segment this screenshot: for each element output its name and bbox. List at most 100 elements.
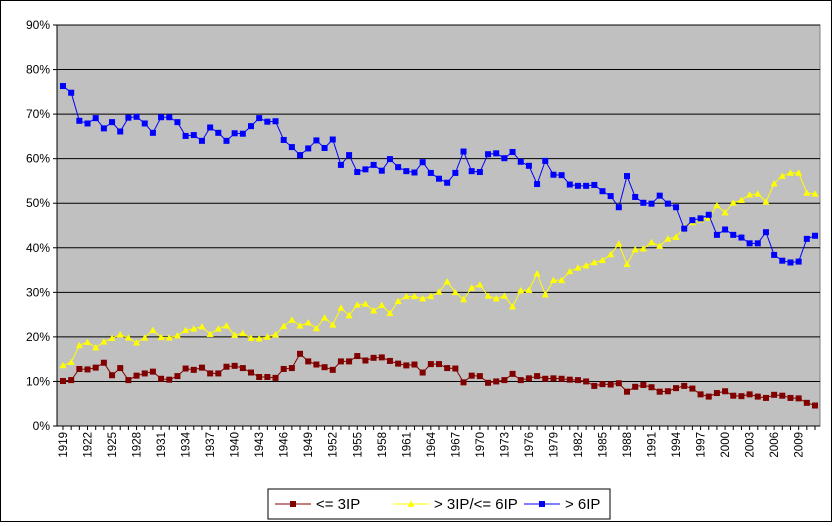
x-tick-label: 1979 bbox=[548, 432, 560, 458]
data-point bbox=[386, 156, 393, 163]
data-point bbox=[329, 321, 337, 328]
data-point bbox=[125, 377, 132, 384]
data-point bbox=[362, 357, 369, 364]
data-point bbox=[313, 361, 320, 368]
data-point bbox=[762, 394, 769, 401]
data-point bbox=[297, 152, 304, 159]
data-point bbox=[549, 276, 558, 284]
data-point bbox=[746, 391, 753, 398]
data-point bbox=[321, 364, 328, 371]
data-point bbox=[615, 240, 623, 247]
data-point bbox=[109, 119, 116, 126]
data-point bbox=[591, 181, 598, 188]
data-point bbox=[100, 125, 107, 132]
y-tick-label: 60% bbox=[26, 152, 50, 166]
data-point bbox=[296, 322, 304, 329]
data-point bbox=[124, 334, 133, 341]
x-tick-label: 2006 bbox=[769, 432, 781, 458]
data-point bbox=[353, 301, 361, 308]
data-point bbox=[256, 373, 263, 380]
data-point bbox=[485, 379, 492, 386]
data-point bbox=[811, 190, 819, 197]
data-point bbox=[190, 366, 197, 373]
data-point bbox=[778, 172, 786, 179]
data-point bbox=[444, 365, 451, 372]
data-point bbox=[517, 286, 525, 294]
data-point bbox=[591, 382, 598, 389]
x-tick-label: 1994 bbox=[671, 431, 683, 457]
data-point bbox=[427, 361, 434, 368]
data-point bbox=[280, 322, 288, 330]
data-point bbox=[722, 226, 729, 233]
data-point bbox=[304, 318, 312, 326]
data-point bbox=[534, 373, 541, 380]
data-point bbox=[395, 360, 402, 367]
data-point bbox=[631, 245, 639, 253]
data-point bbox=[525, 162, 532, 169]
x-tick-label: 1973 bbox=[499, 432, 511, 458]
y-tick-label: 20% bbox=[26, 330, 50, 344]
data-point bbox=[713, 390, 720, 397]
data-point bbox=[297, 350, 304, 357]
data-point bbox=[632, 383, 639, 390]
x-tick-label: 1928 bbox=[132, 432, 144, 458]
data-point bbox=[419, 369, 426, 376]
data-point bbox=[141, 334, 149, 341]
data-point bbox=[198, 322, 206, 330]
data-point bbox=[206, 330, 214, 338]
data-point bbox=[558, 172, 565, 179]
y-tick-label: 80% bbox=[26, 63, 50, 77]
data-point bbox=[207, 370, 214, 377]
x-tick-label: 2003 bbox=[745, 432, 757, 458]
data-point bbox=[83, 338, 92, 346]
data-point bbox=[722, 388, 729, 395]
data-point bbox=[501, 377, 508, 384]
y-tick-label: 40% bbox=[26, 241, 50, 255]
data-point bbox=[173, 331, 182, 339]
data-point bbox=[369, 306, 378, 314]
data-point bbox=[762, 229, 769, 236]
data-point bbox=[320, 314, 329, 321]
data-point bbox=[729, 199, 737, 206]
data-point bbox=[599, 381, 606, 388]
data-point bbox=[84, 366, 91, 373]
legend-label: > 3IP/<= 6IP bbox=[434, 496, 518, 513]
data-point bbox=[109, 372, 116, 379]
data-point bbox=[640, 199, 647, 206]
data-point bbox=[648, 200, 655, 207]
data-point bbox=[264, 118, 271, 125]
data-point bbox=[92, 115, 99, 122]
data-point bbox=[207, 124, 214, 131]
data-point bbox=[190, 132, 197, 139]
x-tick-label: 1925 bbox=[107, 432, 119, 458]
data-point bbox=[501, 155, 508, 162]
data-point bbox=[255, 334, 263, 342]
data-point bbox=[517, 158, 524, 165]
data-point bbox=[174, 373, 181, 380]
x-tick-label: 1961 bbox=[401, 432, 413, 458]
data-point bbox=[272, 118, 279, 125]
data-point bbox=[76, 365, 83, 372]
data-point bbox=[166, 376, 173, 383]
x-tick-label: 1955 bbox=[352, 432, 364, 458]
data-point bbox=[738, 234, 745, 241]
data-point bbox=[500, 292, 509, 299]
data-point bbox=[615, 380, 622, 387]
data-point bbox=[779, 392, 786, 399]
data-point bbox=[812, 232, 818, 239]
data-point bbox=[509, 148, 516, 155]
data-point bbox=[141, 370, 148, 377]
data-point bbox=[239, 329, 247, 337]
data-point bbox=[256, 115, 263, 122]
x-tick-label: 1967 bbox=[450, 432, 462, 458]
data-point bbox=[598, 256, 607, 264]
data-point bbox=[485, 151, 492, 158]
data-point bbox=[615, 204, 622, 211]
data-point bbox=[787, 259, 794, 266]
data-point bbox=[59, 361, 67, 369]
data-point bbox=[395, 164, 402, 171]
data-point bbox=[656, 242, 664, 249]
data-point bbox=[574, 377, 581, 384]
x-tick-label: 1997 bbox=[696, 432, 708, 458]
data-point bbox=[493, 378, 500, 385]
